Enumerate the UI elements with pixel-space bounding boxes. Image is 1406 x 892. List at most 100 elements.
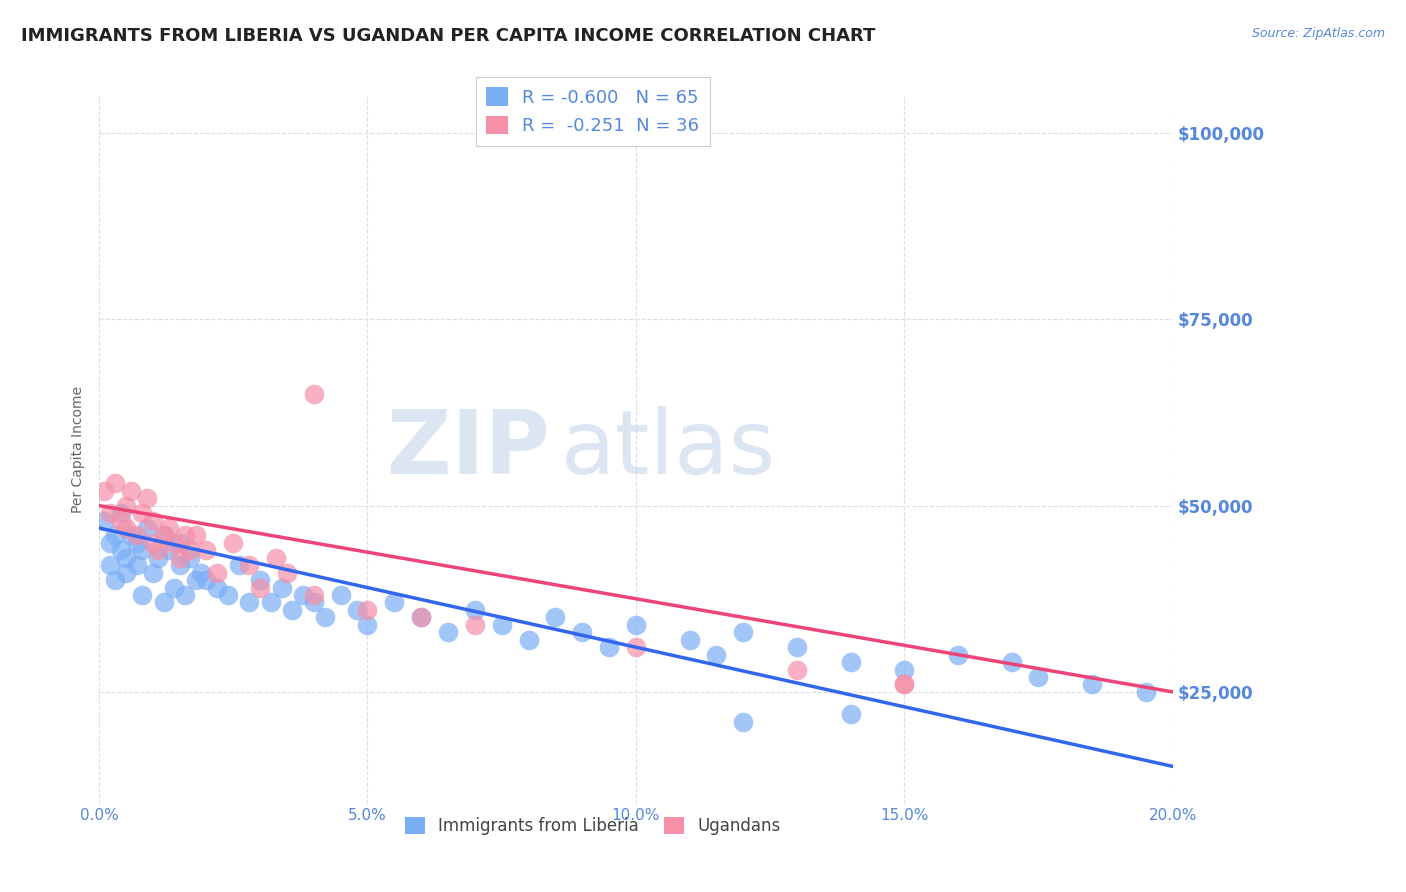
Point [1028, 670, 1050, 684]
Point [115, 521, 138, 535]
Point [249, 581, 271, 595]
Point [152, 528, 174, 542]
Point [157, 521, 180, 535]
Point [302, 595, 325, 609]
Text: Source: ZipAtlas.com: Source: ZipAtlas.com [1251, 27, 1385, 40]
Point [179, 543, 201, 558]
Point [146, 543, 169, 558]
Point [142, 566, 165, 580]
Point [205, 566, 228, 580]
Point [276, 566, 298, 580]
Point [382, 595, 405, 609]
Point [98, 536, 121, 550]
Point [120, 483, 142, 498]
Point [184, 528, 207, 542]
Point [115, 550, 138, 565]
Point [174, 588, 197, 602]
Point [893, 677, 915, 691]
Point [839, 707, 862, 722]
Point [893, 663, 915, 677]
Point [205, 581, 228, 595]
Point [356, 617, 378, 632]
Point [839, 655, 862, 669]
Point [195, 573, 218, 587]
Text: IMMIGRANTS FROM LIBERIA VS UGANDAN PER CAPITA INCOME CORRELATION CHART: IMMIGRANTS FROM LIBERIA VS UGANDAN PER C… [21, 27, 876, 45]
Point [217, 588, 239, 602]
Point [179, 550, 201, 565]
Point [174, 528, 197, 542]
Point [169, 558, 191, 573]
Point [104, 476, 127, 491]
Point [93, 483, 115, 498]
Point [238, 558, 260, 573]
Point [329, 588, 352, 602]
Point [152, 528, 174, 542]
Point [125, 536, 148, 550]
Point [411, 610, 433, 624]
Point [136, 491, 159, 505]
Point [110, 543, 132, 558]
Point [733, 714, 755, 729]
Point [190, 566, 212, 580]
Text: ZIP: ZIP [387, 406, 550, 493]
Point [292, 588, 315, 602]
Legend: R = -0.600   N = 65, R =  -0.251  N = 36: R = -0.600 N = 65, R = -0.251 N = 36 [475, 77, 710, 146]
Point [110, 514, 132, 528]
Point [131, 588, 153, 602]
Point [228, 558, 250, 573]
Point [238, 595, 260, 609]
Point [125, 528, 148, 542]
Point [110, 506, 132, 520]
Point [346, 603, 368, 617]
Point [169, 536, 191, 550]
Point [464, 617, 486, 632]
Point [163, 581, 186, 595]
Point [169, 550, 191, 565]
Point [125, 558, 148, 573]
Point [98, 558, 121, 573]
Point [517, 632, 540, 647]
Point [115, 566, 138, 580]
Text: atlas: atlas [561, 406, 776, 493]
Point [544, 610, 567, 624]
Point [260, 595, 283, 609]
Point [1081, 677, 1104, 691]
Point [356, 603, 378, 617]
Point [624, 617, 647, 632]
Point [1000, 655, 1022, 669]
Point [678, 632, 700, 647]
Point [598, 640, 620, 655]
Point [1135, 685, 1157, 699]
Point [152, 595, 174, 609]
Point [706, 648, 728, 662]
Point [157, 543, 180, 558]
Point [222, 536, 245, 550]
Point [270, 581, 292, 595]
Point [786, 663, 808, 677]
Point [302, 387, 325, 401]
Point [281, 603, 304, 617]
Point [249, 573, 271, 587]
Y-axis label: Per Capita Income: Per Capita Income [72, 386, 86, 513]
Point [571, 625, 593, 640]
Point [411, 610, 433, 624]
Point [104, 528, 127, 542]
Point [893, 677, 915, 691]
Point [733, 625, 755, 640]
Point [946, 648, 969, 662]
Point [491, 617, 513, 632]
Point [115, 499, 138, 513]
Point [314, 610, 336, 624]
Point [195, 543, 218, 558]
Point [98, 506, 121, 520]
Point [163, 536, 186, 550]
Point [437, 625, 460, 640]
Point [624, 640, 647, 655]
Point [184, 573, 207, 587]
Point [464, 603, 486, 617]
Point [142, 514, 165, 528]
Point [104, 573, 127, 587]
Point [302, 588, 325, 602]
Point [142, 536, 165, 550]
Point [136, 521, 159, 535]
